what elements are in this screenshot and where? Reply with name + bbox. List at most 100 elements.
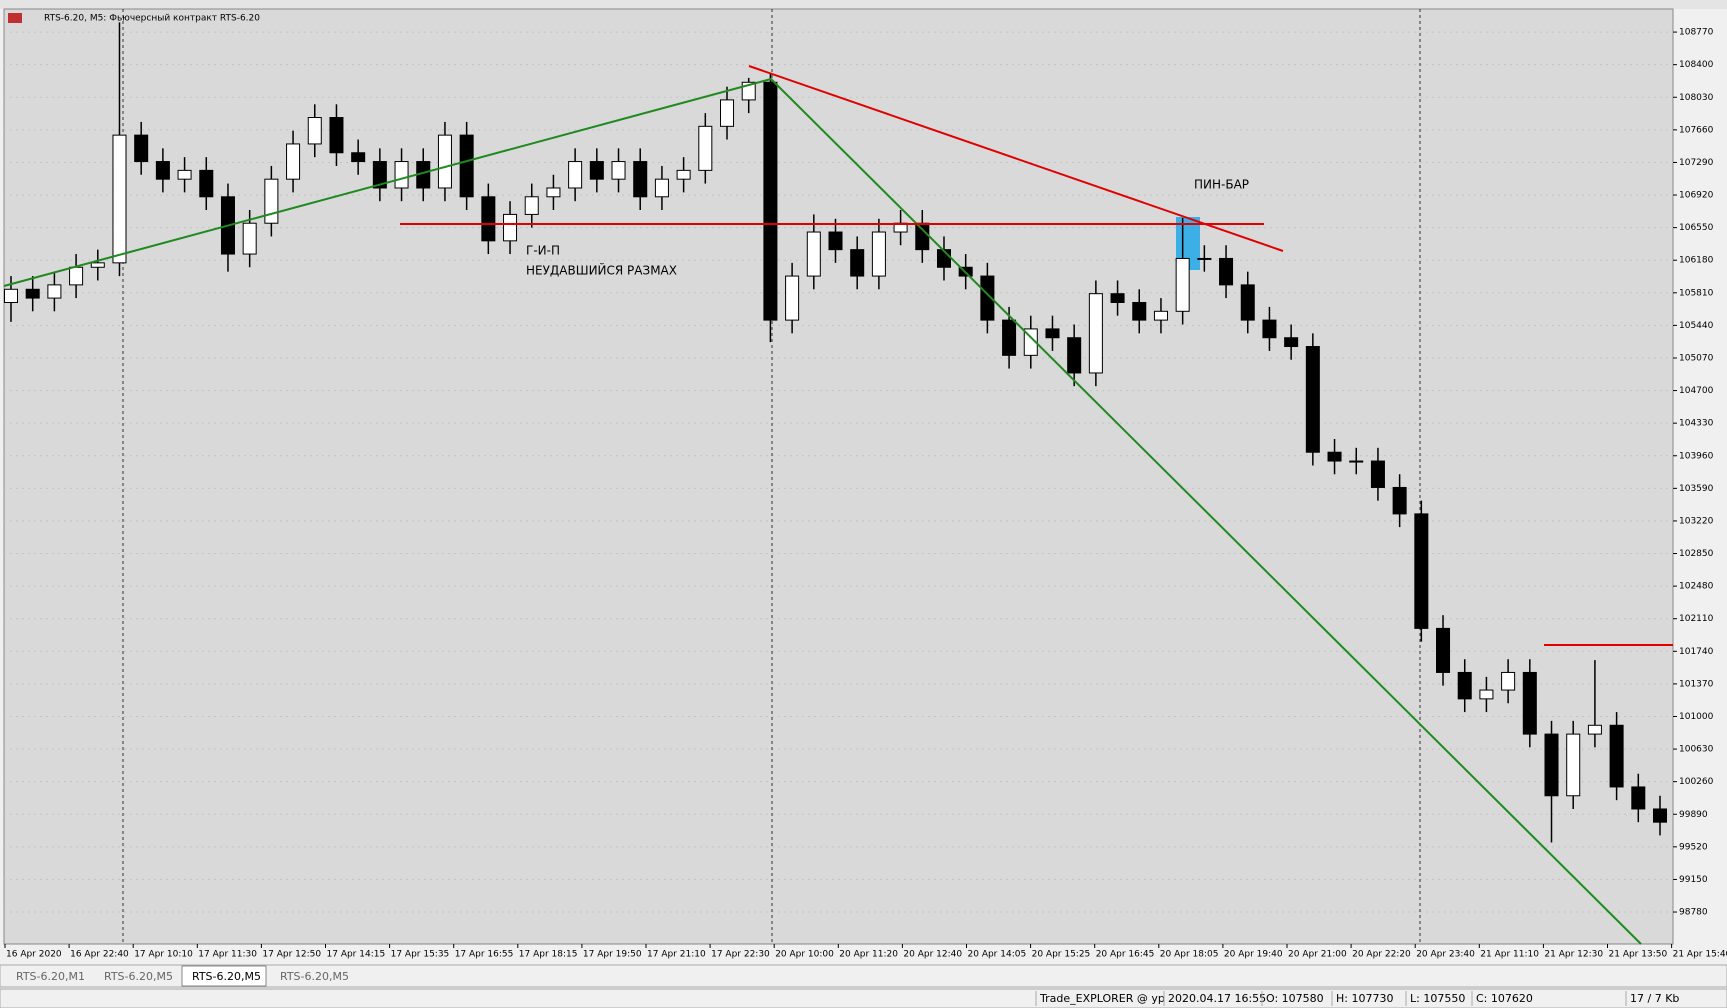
y-tick-label: 106180 (1679, 256, 1714, 266)
candle-body (1132, 301, 1147, 321)
x-tick-label: 17 Apr 11:30 (198, 950, 257, 960)
candle-body (394, 161, 409, 189)
x-tick-label: 16 Apr 22:40 (70, 950, 129, 960)
y-tick-label: 106920 (1679, 191, 1714, 201)
y-tick-label: 102850 (1679, 549, 1714, 559)
candle-body (1110, 293, 1125, 303)
trend-line (3, 78, 772, 287)
x-tick-label: 21 Apr 11:10 (1480, 950, 1539, 960)
candles-group (3, 22, 1668, 843)
candle-body (980, 275, 995, 321)
candle-body (1284, 337, 1299, 348)
annotation: ПИН-БАР (1194, 178, 1249, 192)
tab[interactable] (6, 966, 90, 986)
toolbar-strip (0, 0, 1727, 9)
status-text: L: 107550 (1410, 992, 1465, 1005)
candle-body (633, 161, 648, 198)
candle-body (806, 231, 821, 277)
x-tick-label: 20 Apr 19:40 (1224, 950, 1283, 960)
candle-body (1436, 627, 1451, 673)
plot-area (3, 8, 1674, 945)
candle-body (654, 178, 669, 198)
candle-body (1023, 328, 1038, 356)
x-tick-label: 17 Apr 12:50 (262, 950, 321, 960)
tab-label[interactable]: RTS-6.20,M5 (192, 970, 261, 983)
y-tick-label: 107660 (1679, 125, 1714, 135)
y-tick-label: 103960 (1679, 451, 1714, 461)
x-tick-label: 17 Apr 14:15 (327, 950, 386, 960)
candle-body (1414, 513, 1429, 629)
chart-icon (8, 13, 22, 23)
y-tick-label: 105070 (1679, 353, 1714, 363)
y-tick-label: 104700 (1679, 386, 1714, 396)
status-text: C: 107620 (1476, 992, 1533, 1005)
x-tick-label: 20 Apr 18:05 (1160, 950, 1219, 960)
y-tick-label: 108030 (1679, 93, 1714, 103)
y-tick-label: 101370 (1679, 679, 1714, 689)
candle-body (850, 249, 865, 277)
candle-body (1305, 346, 1320, 453)
tab-label[interactable]: RTS-6.20,M1 (16, 970, 85, 983)
candle-body (242, 222, 257, 255)
candle-body (1153, 310, 1168, 321)
x-tick-label: 20 Apr 15:25 (1032, 950, 1091, 960)
tab[interactable] (94, 966, 178, 986)
y-tick-label: 102480 (1679, 582, 1714, 592)
candle-body (69, 266, 84, 286)
candle-body (1479, 689, 1494, 700)
x-tick-label: 17 Apr 22:30 (711, 950, 770, 960)
y-tick-label: 102110 (1679, 614, 1714, 624)
tab-label[interactable]: RTS-6.20,M5 (280, 970, 349, 983)
candle-body (134, 134, 149, 163)
candle-body (828, 231, 843, 251)
candle-body (611, 161, 626, 180)
candle-body (112, 134, 127, 264)
candle-body (1327, 451, 1342, 462)
candle-body (329, 117, 344, 154)
y-tick-label: 108770 (1679, 28, 1714, 38)
y-tick-label: 103220 (1679, 516, 1714, 526)
candle-body (286, 143, 301, 180)
candle-body (698, 125, 713, 171)
chart-title: RTS-6.20, M5: Фьючерсный контракт RTS-6.… (44, 14, 260, 24)
candle-body (1067, 337, 1082, 374)
candle-body (763, 81, 778, 321)
tab[interactable] (181, 965, 267, 987)
candle-body (1240, 284, 1255, 321)
grid-group (4, 31, 1677, 948)
x-tick-label: 20 Apr 23:40 (1416, 950, 1475, 960)
candle-body (1370, 460, 1385, 488)
status-text: Trade_EXPLORER @ ур (1039, 992, 1165, 1005)
candle-body (155, 161, 170, 180)
candle-body (1088, 293, 1103, 374)
candle-body (1501, 671, 1516, 691)
status-text: H: 107730 (1336, 992, 1393, 1005)
tab[interactable] (270, 966, 354, 986)
y-tick-label: 105810 (1679, 288, 1714, 298)
y-tick-label: 105440 (1679, 321, 1714, 331)
annotation: НЕУДАВШИЙСЯ РАЗМАХ (526, 263, 677, 278)
candle-body (1219, 257, 1234, 286)
y-tick-label: 106550 (1679, 223, 1714, 233)
tab-label[interactable]: RTS-6.20,M5 (104, 970, 173, 983)
candle-body (459, 134, 474, 198)
candle-body (1566, 733, 1581, 797)
y-tick-label: 101740 (1679, 647, 1714, 657)
status-group: Trade_EXPLORER @ ур 2020.04.17 16:55 O: 10… (1035, 991, 1679, 1006)
candle-body (1392, 486, 1407, 515)
candle-body (1631, 786, 1646, 810)
candle-body (47, 284, 62, 299)
candle-body (1544, 733, 1559, 797)
y-tick-label: 98780 (1679, 908, 1708, 918)
candle-body (568, 161, 583, 189)
candle-body (481, 196, 496, 242)
candle-body (676, 169, 691, 180)
candle-body (720, 99, 735, 127)
status-text: 17 / 7 Kb (1630, 992, 1679, 1005)
x-tick-label: 21 Apr 13:50 (1609, 950, 1668, 960)
y-tick-label: 100260 (1679, 777, 1714, 787)
candle-body (1587, 724, 1602, 735)
candle-body (437, 134, 452, 189)
candle-body (1262, 319, 1277, 339)
